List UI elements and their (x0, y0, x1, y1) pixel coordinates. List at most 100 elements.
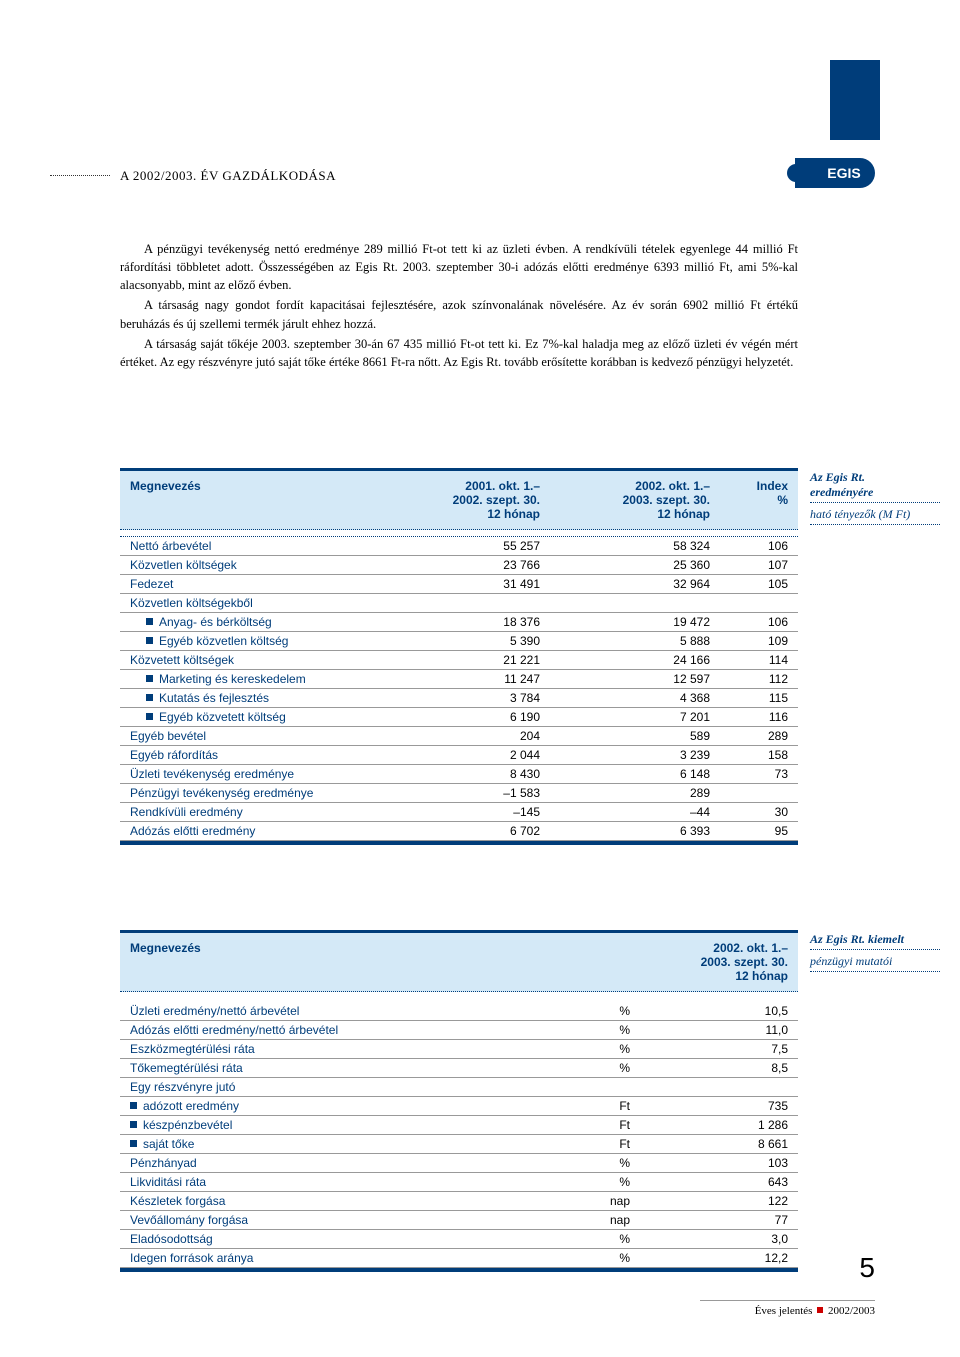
row-val-b: 4 368 (540, 691, 710, 705)
table-row: Közvetlen költségek23 76625 360107 (120, 556, 798, 575)
row-val-c: 115 (710, 691, 788, 705)
row-unit: % (510, 1061, 630, 1075)
row-val-a: 8 430 (370, 767, 540, 781)
t2-head-c3c: 12 hónap (630, 969, 788, 983)
t1-head-c2c: 12 hónap (370, 507, 540, 521)
row-val: 122 (630, 1194, 788, 1208)
table2-side-note: Az Egis Rt. kiemelt pénzügyi mutatói (810, 932, 940, 976)
bullet-icon (130, 1140, 137, 1147)
t1-head-c3a: 2002. okt. 1.– (540, 479, 710, 493)
row-unit (510, 1080, 630, 1094)
t1-head-c4a: Index (710, 479, 788, 493)
t1-head-c4b: % (710, 493, 788, 507)
row-val-a: –1 583 (370, 786, 540, 800)
row-label: Közvetett költségek (130, 653, 370, 667)
row-label: Adózás előtti eredmény/nettó árbevétel (130, 1023, 510, 1037)
table-row: Adózás előtti eredmény6 7026 39395 (120, 822, 798, 841)
row-unit: nap (510, 1194, 630, 1208)
table-row: Pénzügyi tevékenység eredménye–1 583289 (120, 784, 798, 803)
row-label: Egyéb bevétel (130, 729, 370, 743)
table1-header: Megnevezés 2001. okt. 1.– 2002. szept. 3… (120, 468, 798, 530)
row-val-b (540, 596, 710, 610)
row-label: Egyéb közvetett költség (130, 710, 370, 724)
row-val: 11,0 (630, 1023, 788, 1037)
table-row: Anyag- és bérköltség18 37619 472106 (120, 613, 798, 632)
row-unit: % (510, 1042, 630, 1056)
row-label-text: Idegen források aránya (130, 1251, 253, 1265)
row-label-text: Adózás előtti eredmény/nettó árbevétel (130, 1023, 338, 1037)
row-val-c: 107 (710, 558, 788, 572)
table-row: készpénzbevételFt1 286 (120, 1116, 798, 1135)
table1-side-note: Az Egis Rt. eredményére ható tényezők (M… (810, 470, 940, 529)
table-row: Egy részvényre jutó (120, 1078, 798, 1097)
t1-head-c2a: 2001. okt. 1.– (370, 479, 540, 493)
table-row: Közvetett költségek21 22124 166114 (120, 651, 798, 670)
row-val: 1 286 (630, 1118, 788, 1132)
table2-footer-bar (120, 1268, 798, 1272)
table1-footer-bar (120, 841, 798, 845)
table-row: Fedezet31 49132 964105 (120, 575, 798, 594)
row-label-text: Közvetlen költségekből (130, 596, 253, 610)
bullet-icon (130, 1102, 137, 1109)
row-unit: Ft (510, 1099, 630, 1113)
row-label: Üzleti tevékenység eredménye (130, 767, 370, 781)
row-label-text: Rendkívüli eredmény (130, 805, 243, 819)
row-label: Pénzügyi tevékenység eredménye (130, 786, 370, 800)
row-label-text: Közvetett költségek (130, 653, 234, 667)
table-row: Marketing és kereskedelem11 24712 597112 (120, 670, 798, 689)
row-label-text: Nettó árbevétel (130, 539, 211, 553)
row-val-c (710, 786, 788, 800)
row-val-c: 289 (710, 729, 788, 743)
row-val-b: 19 472 (540, 615, 710, 629)
row-label: Anyag- és bérköltség (130, 615, 370, 629)
row-val-a: 2 044 (370, 748, 540, 762)
row-label: készpénzbevétel (130, 1118, 510, 1132)
table-row: Egyéb ráfordítás2 0443 239158 (120, 746, 798, 765)
row-label: Nettó árbevétel (130, 539, 370, 553)
row-label: Likviditási ráta (130, 1175, 510, 1189)
body-paragraphs: A pénzügyi tevékenység nettó eredménye 2… (120, 240, 798, 373)
bullet-icon (146, 637, 153, 644)
row-label-text: Likviditási ráta (130, 1175, 206, 1189)
t1-head-c3b: 2003. szept. 30. (540, 493, 710, 507)
row-val-b: –44 (540, 805, 710, 819)
row-val-c: 106 (710, 615, 788, 629)
t1-head-col3: 2002. okt. 1.– 2003. szept. 30. 12 hónap (540, 479, 710, 521)
row-val-a: 11 247 (370, 672, 540, 686)
row-label: Eladósodottság (130, 1232, 510, 1246)
row-label-text: Pénzügyi tevékenység eredménye (130, 786, 313, 800)
row-unit: % (510, 1232, 630, 1246)
table-row: Rendkívüli eredmény–145–4430 (120, 803, 798, 822)
table-row: Közvetlen költségekből (120, 594, 798, 613)
row-label: Fedezet (130, 577, 370, 591)
t1-head-c2b: 2002. szept. 30. (370, 493, 540, 507)
row-val-c: 116 (710, 710, 788, 724)
table-row: Üzleti tevékenység eredménye8 4306 14873 (120, 765, 798, 784)
t1-head-col1: Megnevezés (130, 479, 370, 521)
table-row: saját tőkeFt8 661 (120, 1135, 798, 1154)
row-label: Adózás előtti eredmény (130, 824, 370, 838)
financial-table-1: Megnevezés 2001. okt. 1.– 2002. szept. 3… (120, 468, 798, 845)
table-row: Eszközmegtérülési ráta%7,5 (120, 1040, 798, 1059)
row-label: Egy részvényre jutó (130, 1080, 510, 1094)
row-val-c: 73 (710, 767, 788, 781)
row-label-text: Egyéb közvetlen költség (159, 634, 288, 648)
row-val-c: 112 (710, 672, 788, 686)
row-val: 8 661 (630, 1137, 788, 1151)
section-title: A 2002/2003. ÉV GAZDÁLKODÁSA (120, 168, 336, 184)
row-val-c: 95 (710, 824, 788, 838)
table2-body: Üzleti eredmény/nettó árbevétel%10,5Adóz… (120, 1002, 798, 1268)
table-row: Egyéb bevétel204589289 (120, 727, 798, 746)
bullet-icon (146, 713, 153, 720)
row-label-text: Fedezet (130, 577, 173, 591)
t2-head-col2 (510, 941, 630, 983)
footer-square-icon (817, 1307, 823, 1313)
side1-l3: ható tényezők (M Ft) (810, 507, 940, 522)
bullet-icon (146, 618, 153, 625)
row-unit: % (510, 1023, 630, 1037)
side1-l1: Az Egis Rt. (810, 470, 940, 485)
financial-table-2: Megnevezés 2002. okt. 1.– 2003. szept. 3… (120, 930, 798, 1272)
bullet-icon (146, 675, 153, 682)
row-val-a: 6 190 (370, 710, 540, 724)
row-val-b: 25 360 (540, 558, 710, 572)
